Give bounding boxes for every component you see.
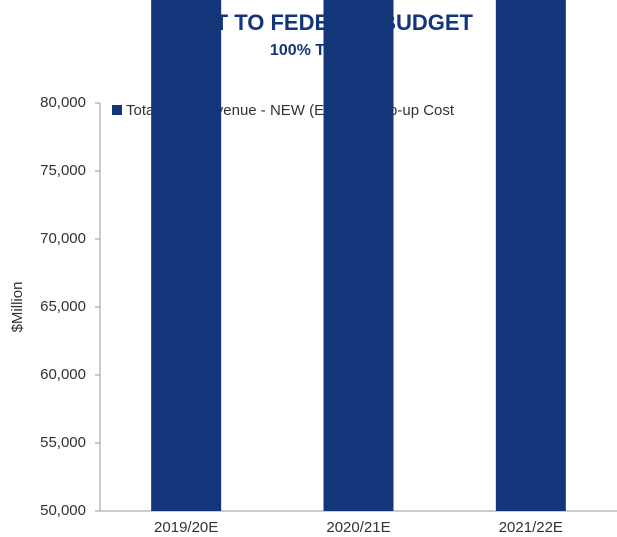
x-tick-label: 2020/21E	[326, 519, 390, 536]
y-tick-label: 60,000	[40, 366, 86, 383]
y-axis-label: $Million	[9, 282, 26, 333]
legend-swatch	[112, 105, 122, 115]
y-tick-label: 65,000	[40, 298, 86, 315]
legend-label: Top-up Cost	[373, 102, 455, 119]
y-tick-label: 70,000	[40, 230, 86, 247]
bar-segment	[323, 0, 394, 512]
y-tick-label: 75,000	[40, 162, 86, 179]
bar-segment	[495, 0, 566, 511]
y-tick-label: 55,000	[40, 434, 86, 451]
x-tick-label: 2021/22E	[499, 519, 563, 536]
y-tick-label: 50,000	[40, 502, 86, 519]
x-tick-label: 2019/20E	[154, 519, 218, 536]
bar-segment	[151, 0, 222, 511]
y-tick-label: 80,000	[40, 94, 86, 111]
